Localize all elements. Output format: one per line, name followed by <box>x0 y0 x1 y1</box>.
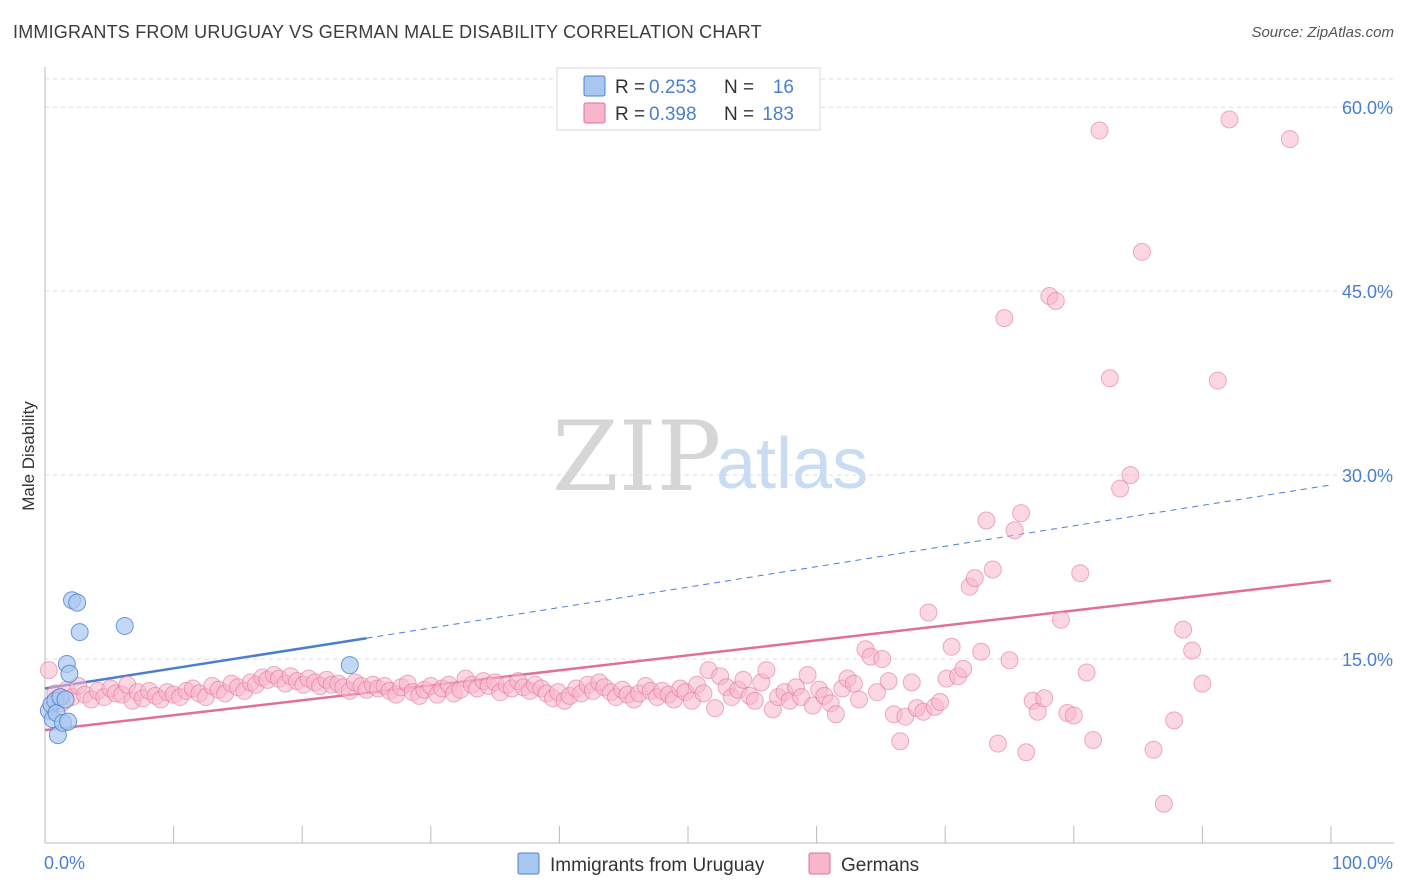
point-germans <box>1005 521 1024 540</box>
point-germans <box>1090 121 1109 140</box>
point-germans <box>734 670 753 689</box>
point-germans <box>931 692 950 711</box>
chart-title: IMMIGRANTS FROM URUGUAY VS GERMAN MALE D… <box>13 22 762 42</box>
point-germans <box>1064 706 1083 725</box>
legend-swatch-uruguay <box>583 75 606 97</box>
data-points <box>39 110 1299 813</box>
point-germans <box>972 642 991 661</box>
legend-r-value-germans: 0.398 <box>649 104 697 125</box>
point-germans <box>873 650 892 669</box>
point-germans <box>879 672 898 691</box>
x-tick-label: 100.0% <box>1332 853 1393 873</box>
point-germans <box>1046 291 1065 310</box>
point-germans <box>745 691 764 710</box>
legend-r-label-germans: R = <box>615 104 645 125</box>
point-germans <box>39 661 58 680</box>
point-germans <box>965 569 984 588</box>
point-uruguay <box>68 593 87 612</box>
trend-line-uruguay-extended <box>366 484 1332 639</box>
point-germans <box>1051 610 1070 629</box>
legend-bottom-swatch-germans <box>808 852 831 875</box>
y-tick-label: 60.0% <box>1342 98 1393 118</box>
point-germans <box>826 705 845 724</box>
legend-swatch-germans <box>583 102 606 124</box>
point-germans <box>1193 674 1212 693</box>
legend-r-value-uruguay: 0.253 <box>649 77 697 98</box>
legend-bottom-swatch-uruguay <box>517 852 540 875</box>
point-germans <box>891 732 910 751</box>
watermark-atlas: atlas <box>716 424 868 504</box>
y-axis-label: Male Disability <box>19 401 38 511</box>
trend-lines <box>44 484 1332 732</box>
point-germans <box>1183 641 1202 660</box>
point-germans <box>706 699 725 718</box>
point-germans <box>1154 794 1173 813</box>
legend-bottom-label-uruguay: Immigrants from Uruguay <box>550 855 765 876</box>
point-germans <box>988 734 1007 753</box>
point-uruguay <box>340 656 359 675</box>
correlation-legend: R = 0.253 N = 16 R = 0.398 N = 183 <box>556 67 821 131</box>
point-germans <box>844 674 863 693</box>
point-germans <box>1077 663 1096 682</box>
legend-n-label-germans: N = <box>724 104 754 125</box>
watermark: ZIP atlas <box>552 401 868 513</box>
point-germans <box>1017 743 1036 762</box>
point-germans <box>1071 564 1090 583</box>
point-germans <box>1132 242 1151 261</box>
point-germans <box>902 673 921 692</box>
point-germans <box>1144 740 1163 759</box>
series-legend: Immigrants from Uruguay Germans <box>517 852 919 876</box>
point-germans <box>1012 504 1031 523</box>
point-germans <box>868 683 887 702</box>
watermark-zip: ZIP <box>552 401 721 513</box>
legend-n-label-uruguay: N = <box>724 77 754 98</box>
point-germans <box>995 309 1014 328</box>
point-germans <box>1035 689 1054 708</box>
point-germans <box>1084 730 1103 749</box>
point-germans <box>1280 130 1299 149</box>
point-germans <box>850 690 869 709</box>
x-tick-label: 0.0% <box>44 853 85 873</box>
trend-line-germans <box>44 579 1332 732</box>
point-germans <box>942 637 961 656</box>
trend-line-uruguay <box>44 636 367 690</box>
y-tick-label: 45.0% <box>1342 282 1393 302</box>
axes <box>44 67 1394 844</box>
gridlines <box>45 78 1394 660</box>
point-germans <box>954 659 973 678</box>
legend-n-value-germans: 183 <box>762 104 794 125</box>
legend-r-label-uruguay: R = <box>615 77 645 98</box>
point-uruguay <box>115 616 134 635</box>
point-uruguay <box>70 623 89 642</box>
point-germans <box>798 665 817 684</box>
point-germans <box>1000 651 1019 670</box>
x-tick-labels: 0.0% 100.0% <box>44 853 1393 873</box>
y-tick-label: 30.0% <box>1342 466 1393 486</box>
legend-n-value-uruguay: 16 <box>773 77 794 98</box>
point-germans <box>1111 479 1130 498</box>
point-germans <box>1174 620 1193 639</box>
point-germans <box>1220 110 1239 129</box>
legend-bottom-label-germans: Germans <box>841 855 919 876</box>
point-germans <box>1100 369 1119 388</box>
point-germans <box>757 661 776 680</box>
point-germans <box>983 560 1002 579</box>
y-tick-labels: 15.0% 30.0% 45.0% 60.0% <box>1342 98 1393 670</box>
point-germans <box>919 603 938 622</box>
point-germans <box>1208 371 1227 390</box>
y-tick-label: 15.0% <box>1342 650 1393 670</box>
point-germans <box>1121 466 1140 485</box>
point-uruguay <box>60 664 79 683</box>
point-germans <box>803 696 822 715</box>
point-germans <box>694 684 713 703</box>
point-germans <box>977 511 996 530</box>
point-uruguay <box>59 712 78 731</box>
source-credit: Source: ZipAtlas.com <box>1251 24 1394 41</box>
point-uruguay <box>56 690 75 709</box>
point-germans <box>1165 711 1184 730</box>
